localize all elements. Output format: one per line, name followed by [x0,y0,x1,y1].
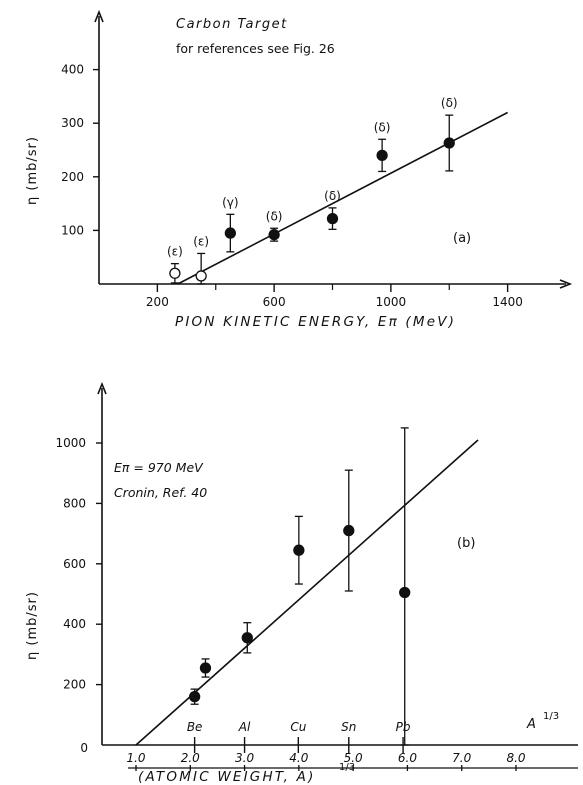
panel-b: 1.0 2.0 3.0 4.0 5.0 6.0 7.0 8.0 200 400 600 800 1000… [25,381,578,785]
panel-a-point-label: (δ) [441,96,458,110]
panel-a-title: Carbon Target [176,17,288,32]
panel-a: 200 600 1000 1400 100 200 300 400 Carbon Target… [25,9,573,330]
panel-b-origin-label: 0 [80,741,88,755]
panel-b-data-point [188,691,201,703]
panel-a-x-tick-label: 200 [146,295,169,309]
panel-a-points: (ε) (ε) (γ) (δ) (δ) (δ) (δ) [167,96,458,285]
panel-b-data-point [241,632,253,644]
panel-b-element-label: Sn [341,720,356,734]
panel-b-annotation-ref: Cronin, Ref. 40 [114,485,207,500]
panel-a-data-point [443,137,455,149]
panel-b-element-markers: Be Al Cu Sn Pb [187,720,411,753]
panel-a-x-tick-label: 600 [263,295,286,309]
panel-b-x-tick-label: 8.0 [506,751,525,765]
panel-b-ticks: 1.0 2.0 3.0 4.0 5.0 6.0 7.0 8.0 200 400 600 800 1000 [55,436,526,771]
panel-b-element-label: Be [187,720,203,734]
panel-b-axes [97,381,578,746]
panel-b-x-tick-label: 2.0 [181,751,200,765]
panel-b-data-point [343,524,355,537]
panel-b-axis-end-power: 1/3 [543,711,559,722]
panel-b-x-label-power: 1/3 [339,762,355,773]
panel-a-y-tick-label: 300 [61,116,84,130]
panel-b-element-label: Cu [290,720,306,734]
panel-a-data-point [195,270,207,282]
panel-a-point-label: (δ) [266,209,283,223]
panel-a-label: (a) [453,231,471,246]
panel-a-data-point [224,227,236,239]
panel-b-x-tick-label: 3.0 [235,751,254,765]
panel-b-axis-end-label: A [526,717,536,732]
panel-a-point-label: (ε) [167,245,183,259]
panel-b-points [188,427,411,746]
panel-b-label: (b) [457,536,475,551]
panel-a-x-tick-label: 1400 [492,295,523,309]
panel-a-point-label: (γ) [222,195,238,209]
panel-b-y-tick-label: 600 [63,557,86,571]
panel-b-y-tick-label: 1000 [55,436,86,450]
panel-a-x-arrow [559,279,573,289]
panel-b-x-tick-label: 7.0 [452,751,471,765]
panel-a-x-tick-label: 1000 [376,295,407,309]
panel-a-y-tick-label: 100 [61,223,84,237]
panel-a-ticks: 200 600 1000 1400 100 200 300 400 [61,63,523,309]
panel-b-x-tick-label: 5.0 [344,751,363,765]
panel-b-y-tick-label: 800 [63,496,86,510]
panel-a-subtitle: for references see Fig. 26 [176,41,335,56]
panel-a-data-point [268,229,280,241]
panel-b-x-tick-label: 1.0 [126,751,145,765]
panel-b-x-tick-label: 6.0 [398,751,417,765]
panel-b-y-tick-label: 400 [63,617,86,631]
panel-a-y-label: η (mb/sr) [25,136,40,205]
panel-b-y-tick-label: 200 [63,678,86,692]
panel-b-x-label: (ATOMIC WEIGHT, A) [138,769,316,785]
panel-b-element-label: Pb [396,720,411,734]
panel-a-data-point [169,267,181,279]
panel-b-annotation-energy: Eπ = 970 MeV [114,460,204,475]
panel-a-y-tick-label: 400 [61,63,84,77]
panel-a-data-point [376,149,388,162]
panel-b-data-point [399,586,411,599]
panel-a-y-arrow [94,9,104,23]
panel-a-point-label: (ε) [193,234,209,248]
panel-a-point-label: (δ) [374,120,391,134]
panel-b-x-tick-label: 4.0 [289,751,308,765]
panel-b-y-label: η (mb/sr) [25,591,40,660]
panel-a-x-label: PION KINETIC ENERGY, Eπ (MeV) [175,314,456,330]
panel-a-data-point [326,212,339,225]
panel-a-point-label: (δ) [324,189,341,203]
panel-b-element-label: Al [238,720,251,734]
panel-b-data-point [199,662,212,674]
panel-b-data-point [293,544,305,556]
panel-b-y-arrow [97,381,107,395]
panel-a-y-tick-label: 200 [61,170,84,184]
